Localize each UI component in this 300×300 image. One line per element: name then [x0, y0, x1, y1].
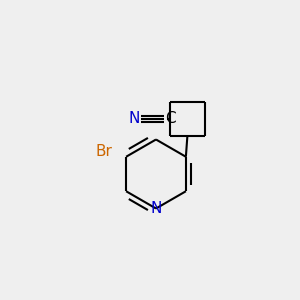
Text: C: C [165, 111, 176, 126]
Text: N: N [128, 111, 140, 126]
Text: N: N [150, 201, 162, 216]
Text: Br: Br [95, 144, 112, 159]
